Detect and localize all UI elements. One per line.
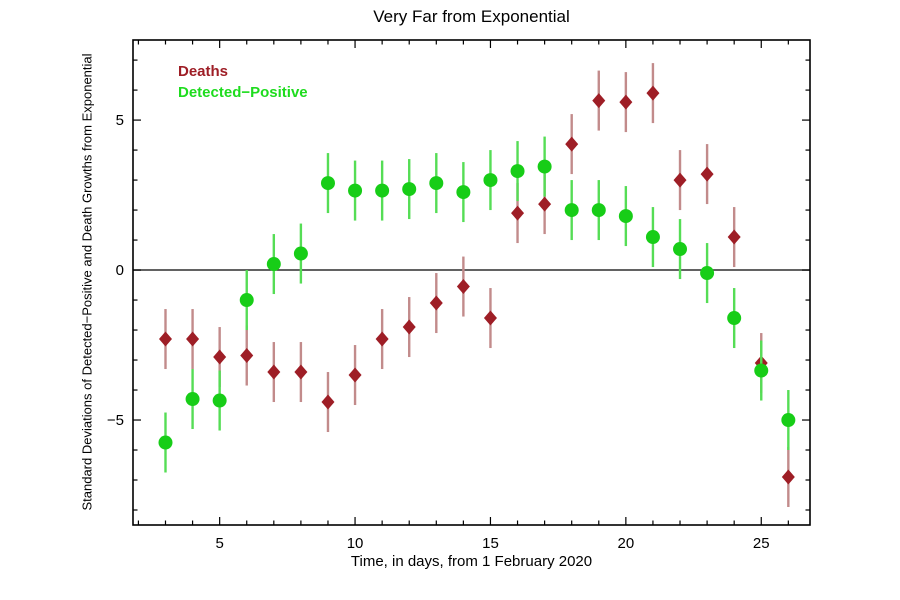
data-point-detected-positive [700,266,715,281]
data-point-detected-positive [158,435,173,450]
data-point-deaths [700,166,714,182]
x-tick-label: 15 [482,535,499,552]
data-point-deaths [186,331,200,347]
data-point-deaths [402,319,416,335]
y-axis-ticks: −5 0 5 [107,59,810,511]
data-point-detected-positive [320,176,335,191]
data-point-detected-positive [375,183,390,198]
data-point-detected-positive [673,242,688,257]
data-point-detected-positive [348,183,363,198]
data-point-deaths [267,364,281,380]
legend-label-deaths: Deaths [178,63,229,80]
data-point-deaths [213,349,227,365]
data-point-detected-positive [239,293,254,308]
legend-label-detected-positive: Detected−Positive [178,84,308,101]
data-point-detected-positive [510,164,525,179]
data-point-deaths [619,94,633,110]
data-point-deaths [294,364,308,380]
data-point-detected-positive [537,159,552,174]
data-point-deaths [538,196,552,212]
data-point-deaths [483,310,497,326]
data-point-detected-positive [727,311,742,326]
data-point-deaths [511,205,525,221]
x-axis-ticks: 5 10 15 20 25 [137,40,789,552]
x-tick-label: 10 [347,535,364,552]
x-tick-label: 5 [215,535,223,552]
y-tick-label: 0 [116,262,124,279]
data-point-deaths [781,469,795,485]
y-tick-label: 5 [116,112,124,129]
data-point-detected-positive [402,182,417,197]
legend: Deaths Detected−Positive [178,61,308,103]
series-detected-positive [158,136,796,473]
data-point-detected-positive [429,176,444,191]
data-point-detected-positive [293,246,308,261]
series-deaths [158,63,795,508]
data-point-detected-positive [591,203,606,218]
x-tick-label: 20 [618,535,635,552]
data-point-detected-positive [185,392,200,407]
x-tick-label: 25 [753,535,770,552]
data-point-detected-positive [754,363,769,378]
data-point-deaths [565,136,579,152]
data-point-detected-positive [618,209,633,224]
data-point-deaths [592,93,606,109]
data-point-detected-positive [781,413,796,428]
data-point-deaths [375,331,389,347]
data-point-deaths [673,172,687,188]
data-point-deaths [646,85,660,101]
y-axis-label: Standard Deviations of Detected−Positive… [79,53,95,511]
data-point-deaths [321,394,335,410]
data-point-deaths [240,348,254,364]
data-point-detected-positive [212,393,227,408]
data-point-deaths [456,279,470,295]
data-point-detected-positive [483,173,498,188]
data-point-deaths [429,295,443,311]
data-point-detected-positive [645,230,660,245]
x-axis-label: Time, in days, from 1 February 2020 [350,553,593,570]
data-point-detected-positive [266,257,281,272]
data-point-deaths [727,229,741,245]
data-point-deaths [158,331,172,347]
data-point-deaths [348,367,362,383]
chart-title: Very Far from Exponential [373,7,570,26]
y-tick-label: −5 [107,412,124,429]
axes-box [132,39,811,526]
data-point-detected-positive [564,203,579,218]
data-point-detected-positive [456,185,471,200]
